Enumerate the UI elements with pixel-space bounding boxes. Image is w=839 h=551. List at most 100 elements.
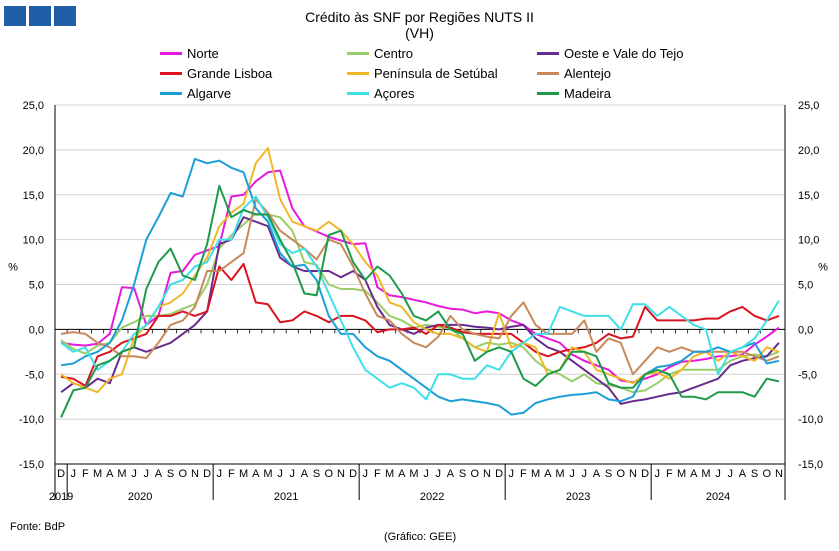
y-tick-label-right: -5,0 bbox=[798, 369, 817, 381]
month-label: M bbox=[701, 468, 710, 480]
month-label: J bbox=[436, 468, 442, 480]
y-tick-label-right: 20,0 bbox=[798, 145, 819, 157]
y-tick-label-left: 20,0 bbox=[23, 145, 44, 157]
logo-square bbox=[29, 6, 51, 26]
month-label: M bbox=[117, 468, 126, 480]
legend-item: Norte bbox=[160, 46, 219, 61]
source-note: Fonte: BdP bbox=[10, 521, 66, 533]
legend-label: Madeira bbox=[564, 86, 611, 101]
month-label: A bbox=[155, 468, 163, 480]
legend-label: Centro bbox=[374, 46, 414, 61]
month-label: J bbox=[71, 468, 77, 480]
series-line-alentejo bbox=[60, 198, 780, 376]
y-tick-label-left: -5,0 bbox=[25, 369, 44, 381]
legend-item: Oeste e Vale do Tejo bbox=[537, 46, 684, 61]
legend-label: Norte bbox=[187, 46, 219, 61]
month-label: D bbox=[57, 468, 65, 480]
legend-swatch bbox=[537, 72, 559, 75]
month-label: N bbox=[337, 468, 345, 480]
month-label: N bbox=[191, 468, 199, 480]
y-tick-label-left: 15,0 bbox=[23, 190, 44, 202]
month-label: F bbox=[228, 468, 235, 480]
legend-label: Açores bbox=[374, 86, 415, 101]
month-label: O bbox=[616, 468, 625, 480]
month-label: A bbox=[447, 468, 455, 480]
legend-swatch bbox=[537, 52, 559, 55]
year-label: 2024 bbox=[706, 491, 730, 503]
month-label: J bbox=[277, 468, 283, 480]
y-tick-label-left: -15,0 bbox=[19, 459, 44, 471]
legend-item: Alentejo bbox=[537, 66, 611, 81]
month-label: M bbox=[555, 468, 564, 480]
month-label: M bbox=[385, 468, 394, 480]
year-label: 2022 bbox=[420, 491, 444, 503]
legend-item: Madeira bbox=[537, 86, 611, 101]
month-label: O bbox=[762, 468, 771, 480]
y-tick-label-right: -10,0 bbox=[798, 414, 823, 426]
month-label: J bbox=[290, 468, 296, 480]
legend-label: Algarve bbox=[187, 86, 232, 101]
y-tick-label-left: 5,0 bbox=[29, 280, 44, 292]
month-label: S bbox=[313, 468, 320, 480]
legend-label: Península de Setúbal bbox=[374, 66, 498, 81]
month-label: A bbox=[739, 468, 747, 480]
legend-item: Península de Setúbal bbox=[347, 66, 498, 81]
month-label: M bbox=[531, 468, 540, 480]
month-label: N bbox=[629, 468, 637, 480]
logo-square bbox=[54, 6, 76, 26]
year-label: 2020 bbox=[128, 491, 152, 503]
month-label: N bbox=[775, 468, 783, 480]
y-tick-label-right: -15,0 bbox=[798, 459, 823, 471]
y-tick-label-right: 25,0 bbox=[798, 100, 819, 112]
y-tick-label-left: 25,0 bbox=[23, 100, 44, 112]
legend-item: Grande Lisboa bbox=[160, 66, 272, 81]
month-label: M bbox=[93, 468, 102, 480]
chart-credit: (Gráfico: GEE) bbox=[384, 531, 457, 543]
month-label: F bbox=[82, 468, 89, 480]
month-label: O bbox=[324, 468, 333, 480]
month-label: A bbox=[593, 468, 601, 480]
month-label: J bbox=[715, 468, 721, 480]
legend-label: Alentejo bbox=[564, 66, 611, 81]
month-label: D bbox=[203, 468, 211, 480]
month-label: M bbox=[263, 468, 272, 480]
month-label: O bbox=[470, 468, 479, 480]
month-label: M bbox=[239, 468, 248, 480]
month-label: J bbox=[509, 468, 515, 480]
y-tick-label-right: 15,0 bbox=[798, 190, 819, 202]
month-label: A bbox=[544, 468, 552, 480]
legend-item: Algarve bbox=[160, 86, 231, 101]
logo-square bbox=[4, 6, 26, 26]
chart-title: Crédito às SNF por Regiões NUTS II bbox=[305, 9, 534, 25]
series-line-acores bbox=[60, 195, 780, 401]
month-label: J bbox=[569, 468, 575, 480]
month-label: J bbox=[144, 468, 150, 480]
y-axis-label-right: % bbox=[818, 262, 828, 274]
month-label: S bbox=[459, 468, 466, 480]
month-label: J bbox=[217, 468, 223, 480]
chart-legend: Norte Centro Oeste e Vale do Tejo Grande Li… bbox=[0, 46, 839, 108]
month-label: F bbox=[666, 468, 673, 480]
legend-label: Oeste e Vale do Tejo bbox=[564, 46, 684, 61]
month-label: O bbox=[178, 468, 187, 480]
legend-swatch bbox=[347, 52, 369, 55]
gee-logo bbox=[4, 6, 76, 26]
month-label: J bbox=[363, 468, 369, 480]
month-label: D bbox=[349, 468, 357, 480]
month-label: F bbox=[520, 468, 527, 480]
month-label: J bbox=[131, 468, 137, 480]
legend-item: Centro bbox=[347, 46, 413, 61]
year-label: 2023 bbox=[566, 491, 590, 503]
y-tick-label-left: -10,0 bbox=[19, 414, 44, 426]
month-label: J bbox=[582, 468, 588, 480]
y-tick-label-left: 0,0 bbox=[29, 324, 44, 336]
series-line-peninsula-de-setubal bbox=[60, 147, 780, 394]
legend-swatch bbox=[347, 92, 369, 95]
chart-subtitle: (VH) bbox=[405, 25, 434, 41]
year-label: 2021 bbox=[274, 491, 298, 503]
month-label: A bbox=[106, 468, 114, 480]
month-label: A bbox=[301, 468, 309, 480]
month-label: A bbox=[690, 468, 698, 480]
month-label: N bbox=[483, 468, 491, 480]
